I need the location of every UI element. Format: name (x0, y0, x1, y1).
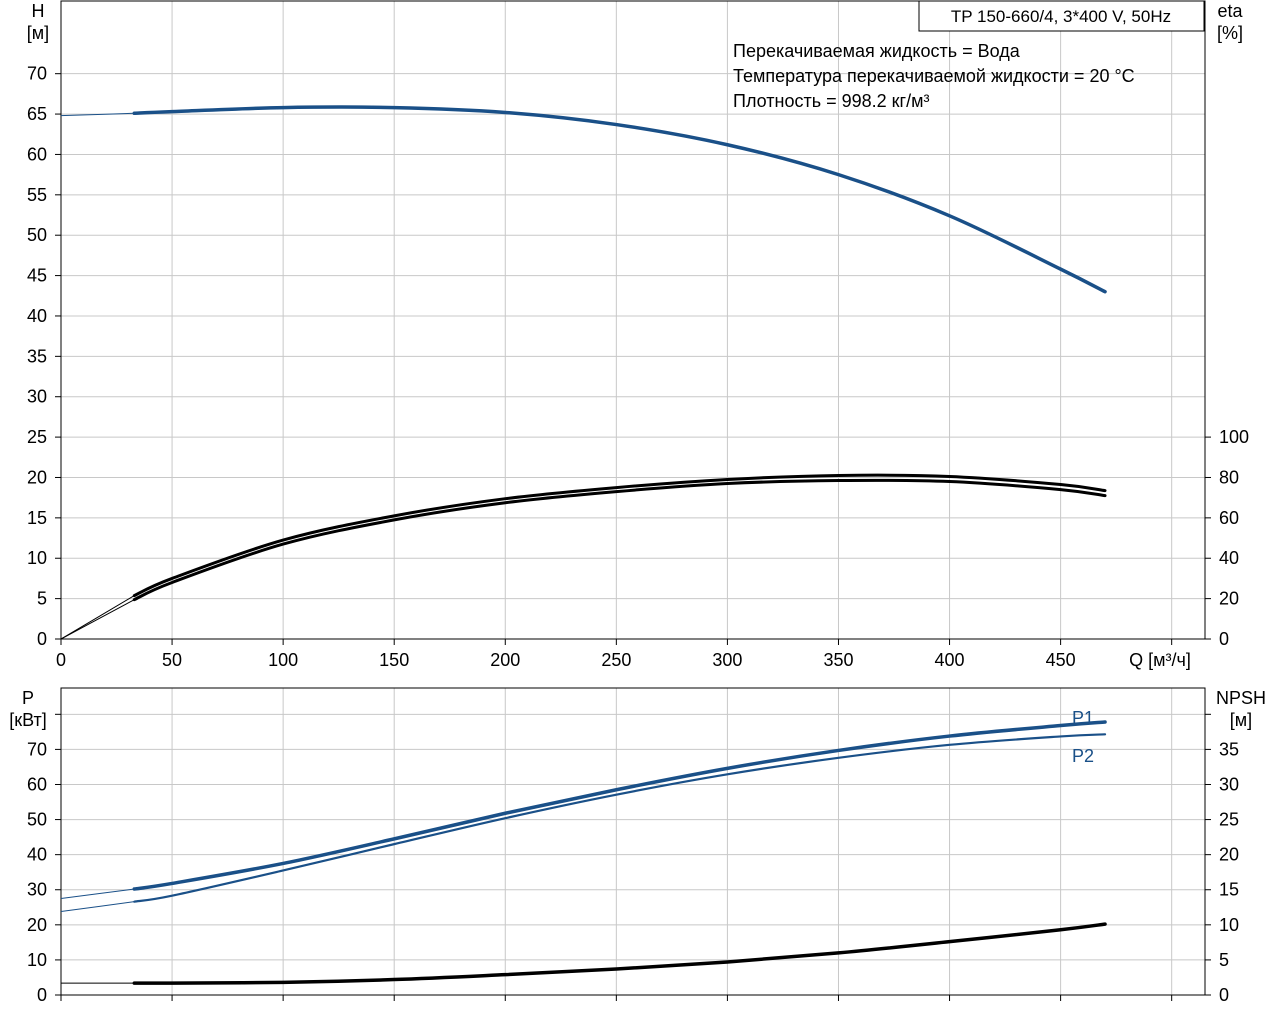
p-tick-label: 70 (27, 739, 47, 759)
x-tick-label: 200 (490, 650, 520, 670)
y-left-tick-label: 50 (27, 225, 47, 245)
y-left-tick-label: 60 (27, 144, 47, 164)
y-left-tick-label: 0 (37, 629, 47, 649)
series-P2-extension (60, 901, 135, 912)
x-tick-label: 150 (379, 650, 409, 670)
info-line-fluid: Перекачиваемая жидкость = Вода (733, 41, 1021, 61)
y-left-tick-label: 70 (27, 64, 47, 84)
y-left-tick-label: 15 (27, 508, 47, 528)
y-right-tick-label: 100 (1219, 427, 1249, 447)
y-left-unit-h: [м] (27, 23, 49, 43)
y-right-label-eta: eta (1217, 1, 1243, 21)
p-tick-label: 50 (27, 810, 47, 830)
npsh-tick-label: 5 (1219, 950, 1229, 970)
y-right-tick-label: 80 (1219, 467, 1239, 487)
y-left-tick-label: 40 (27, 306, 47, 326)
top-grid (61, 1, 1205, 639)
title-box (918, 0, 1205, 32)
y-left-label-h: H (32, 1, 45, 21)
npsh-tick-label: 10 (1219, 915, 1239, 935)
x-tick-label: 450 (1046, 650, 1076, 670)
y-right-tick-label: 0 (1219, 629, 1229, 649)
bottom-axis-ticks: 0 10 20 30 40 50 60 70 0 5 10 15 20 25 30 35 (27, 713, 1239, 1005)
y-right-tick-label: 60 (1219, 508, 1239, 528)
y-left-tick-label: 30 (27, 387, 47, 407)
npsh-tick-label: 15 (1219, 880, 1239, 900)
y-left-tick-label: 20 (27, 467, 47, 487)
x-tick-label: 350 (823, 650, 853, 670)
bottom-curves (60, 720, 1107, 985)
series-H-line (132, 105, 1107, 294)
p-tick-label: 10 (27, 950, 47, 970)
p-tick-label: 30 (27, 880, 47, 900)
p-tick-label: 40 (27, 845, 47, 865)
series-label-p1: P1 (1072, 708, 1094, 728)
top-plot-frame (60, 0, 1206, 640)
bottom-grid (61, 688, 1205, 995)
p-tick-label: 20 (27, 915, 47, 935)
npsh-tick-label: 20 (1219, 845, 1239, 865)
x-tick-label: 100 (268, 650, 298, 670)
x-tick-label: 400 (935, 650, 965, 670)
npsh-tick-label: 30 (1219, 774, 1239, 794)
series-P2-line (133, 733, 1107, 903)
y-right-unit-eta: [%] (1217, 23, 1243, 43)
y-left-tick-label: 10 (27, 548, 47, 568)
series-P1-extension (60, 888, 135, 900)
x-axis-label-q: Q [м³/ч] (1129, 650, 1191, 670)
series-label-p2: P2 (1072, 746, 1094, 766)
series-NPSH-line (132, 922, 1107, 985)
top-axis-ticks: 0 50 100 150 200 250 300 350 400 4500510152025303… (27, 64, 1249, 670)
series-eta2-line (132, 478, 1107, 602)
y-left-tick-label: 65 (27, 104, 47, 124)
x-tick-label: 0 (56, 650, 66, 670)
series-eta1-line (132, 473, 1107, 598)
top-curves (60, 105, 1107, 640)
npsh-tick-label: 25 (1219, 810, 1239, 830)
y-right-label-npsh: NPSH (1216, 688, 1266, 708)
p-tick-label: 0 (37, 985, 47, 1005)
p-tick-label: 60 (27, 774, 47, 794)
bottom-plot-frame (60, 687, 1206, 996)
y-left-tick-label: 5 (37, 589, 47, 609)
y-right-tick-label: 40 (1219, 548, 1239, 568)
y-left-tick-label: 45 (27, 266, 47, 286)
chart-title: TP 150-660/4, 3*400 V, 50Hz (951, 7, 1171, 26)
series-eta1-extension (60, 595, 135, 640)
x-tick-label: 250 (601, 650, 631, 670)
y-left-label-p: P (22, 688, 34, 708)
y-left-unit-p: [кВт] (9, 710, 47, 730)
y-left-tick-label: 25 (27, 427, 47, 447)
x-tick-label: 50 (162, 650, 182, 670)
y-right-unit-npsh: [м] (1230, 710, 1252, 730)
y-left-tick-label: 55 (27, 185, 47, 205)
y-right-tick-label: 20 (1219, 589, 1239, 609)
info-line-temperature: Температура перекачиваемой жидкости = 20… (733, 66, 1135, 86)
npsh-tick-label: 0 (1219, 985, 1229, 1005)
y-left-tick-label: 35 (27, 346, 47, 366)
series-P1-line (132, 720, 1107, 891)
series-H-extension (60, 112, 135, 117)
x-tick-label: 300 (712, 650, 742, 670)
npsh-tick-label: 35 (1219, 739, 1239, 759)
info-line-density: Плотность = 998.2 кг/м³ (733, 91, 929, 111)
series-eta2-extension (60, 599, 135, 640)
